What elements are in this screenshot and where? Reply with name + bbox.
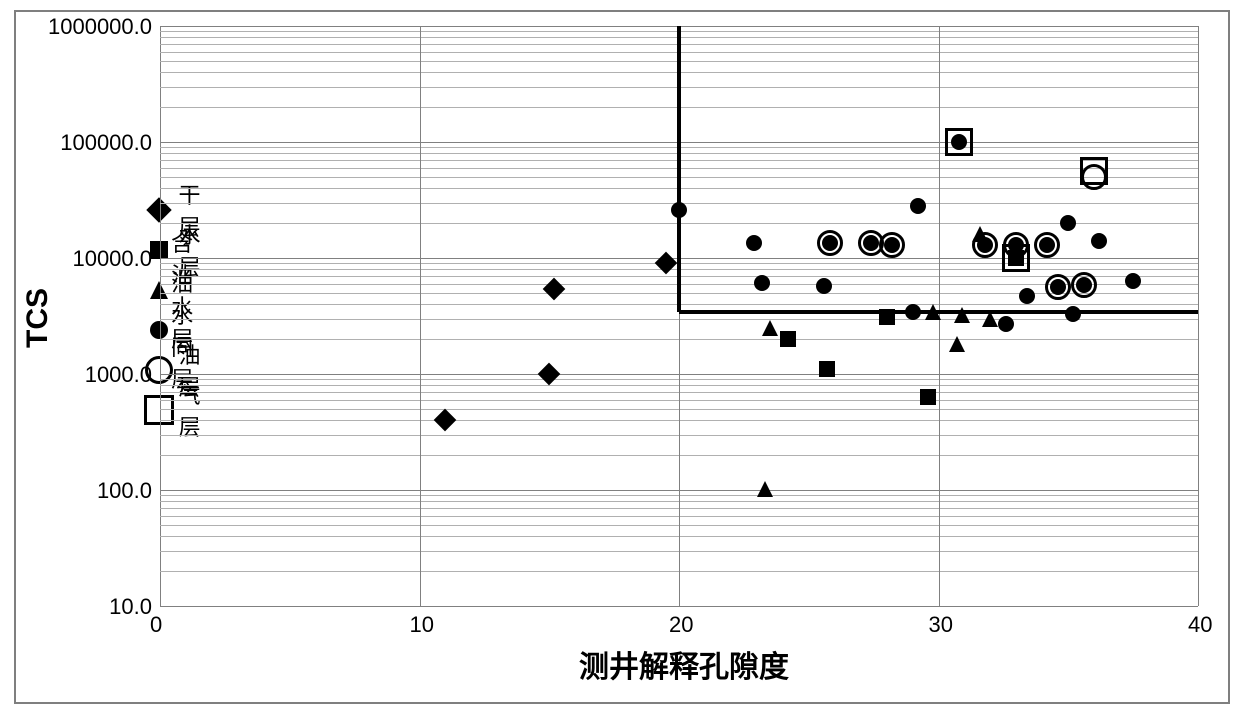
- point-oily_water: [925, 304, 941, 320]
- legend-item-gas: 气层: [145, 390, 209, 430]
- point-water: [920, 389, 936, 405]
- point-gas: [1002, 244, 1030, 272]
- point-oily_water: [757, 481, 773, 497]
- point-oil: [972, 232, 998, 258]
- point-oily_water: [982, 311, 998, 327]
- x-tick-label: 30: [929, 612, 953, 638]
- y-axis-title: TCS: [21, 288, 55, 348]
- point-gas: [945, 128, 973, 156]
- point-oily_water: [949, 336, 965, 352]
- point-water: [780, 331, 796, 347]
- x-tick-label: 40: [1188, 612, 1212, 638]
- x-tick-label: 10: [410, 612, 434, 638]
- point-oil_water: [905, 304, 921, 320]
- x-tick-label: 0: [150, 612, 162, 638]
- point-gas: [1080, 157, 1108, 185]
- point-water: [819, 361, 835, 377]
- point-oil_water: [150, 321, 168, 339]
- point-oil_water: [671, 202, 687, 218]
- point-dry: [146, 197, 171, 222]
- legend-label: 气层: [178, 378, 209, 442]
- x-tick-label: 20: [669, 612, 693, 638]
- boundary-vertical: [677, 26, 681, 312]
- y-tick-label: 100000.0: [60, 130, 152, 156]
- point-oil: [879, 232, 905, 258]
- point-oil_water: [754, 275, 770, 291]
- point-oily_water: [954, 307, 970, 323]
- y-tick-label: 100.0: [97, 478, 152, 504]
- x-axis-title: 测井解释孔隙度: [579, 642, 789, 686]
- point-oil_water: [1019, 288, 1035, 304]
- point-oil: [817, 230, 843, 256]
- y-tick-label: 1000000.0: [48, 14, 152, 40]
- point-water: [879, 309, 895, 325]
- y-tick-label: 10.0: [109, 594, 152, 620]
- y-tick-label: 10000.0: [72, 246, 152, 272]
- point-oily_water: [762, 320, 778, 336]
- y-tick-label: 1000.0: [85, 362, 152, 388]
- point-oil: [1045, 274, 1071, 300]
- point-water: [150, 241, 168, 259]
- point-oil_water: [910, 198, 926, 214]
- point-oil_water: [998, 316, 1014, 332]
